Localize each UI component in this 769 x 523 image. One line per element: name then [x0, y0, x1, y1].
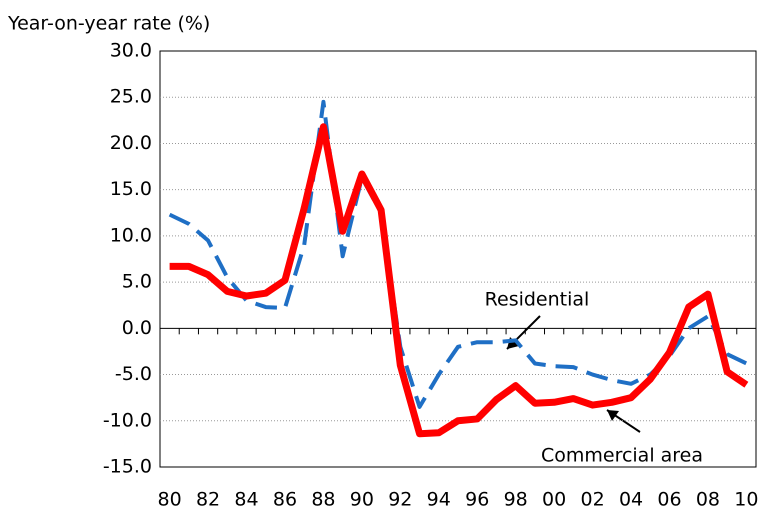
x-tick-label: 06	[657, 489, 681, 511]
x-tick-label: 84	[234, 489, 258, 511]
y-tick-label: -15.0	[103, 456, 152, 478]
annotation: Residential	[485, 289, 590, 311]
series-line	[169, 123, 749, 438]
x-tick-label: 86	[273, 489, 297, 511]
x-tick-label: 82	[196, 489, 220, 511]
x-tick-label: 08	[696, 489, 720, 511]
y-tick-label: 30.0	[110, 40, 152, 62]
x-tick-label: 92	[388, 489, 412, 511]
x-tick-label: 94	[427, 489, 451, 511]
y-tick-label: 0.0	[122, 317, 152, 339]
y-axis-label: Year-on-year rate (%)	[7, 13, 210, 35]
plot-frame	[159, 50, 757, 468]
x-tick-label: 10	[734, 489, 758, 511]
x-tick-label: 80	[158, 489, 182, 511]
x-tick-label: 90	[350, 489, 374, 511]
x-tick-label: 98	[504, 489, 528, 511]
x-tick-label: 88	[311, 489, 335, 511]
annotation: Commercial area	[541, 445, 703, 467]
x-tick-label: 04	[619, 489, 643, 511]
y-tick-label: 20.0	[110, 132, 152, 154]
x-tick-label: 96	[465, 489, 489, 511]
y-tick-label: 5.0	[122, 271, 152, 293]
y-tick-label: -5.0	[115, 363, 152, 385]
y-tick-label: -10.0	[103, 409, 152, 431]
y-tick-label: 10.0	[110, 224, 152, 246]
commercial-arrowhead	[607, 410, 619, 421]
x-tick-label: 00	[542, 489, 566, 511]
y-tick-label: 15.0	[110, 178, 152, 200]
x-tick-label: 02	[580, 489, 604, 511]
y-tick-label: 25.0	[110, 86, 152, 108]
